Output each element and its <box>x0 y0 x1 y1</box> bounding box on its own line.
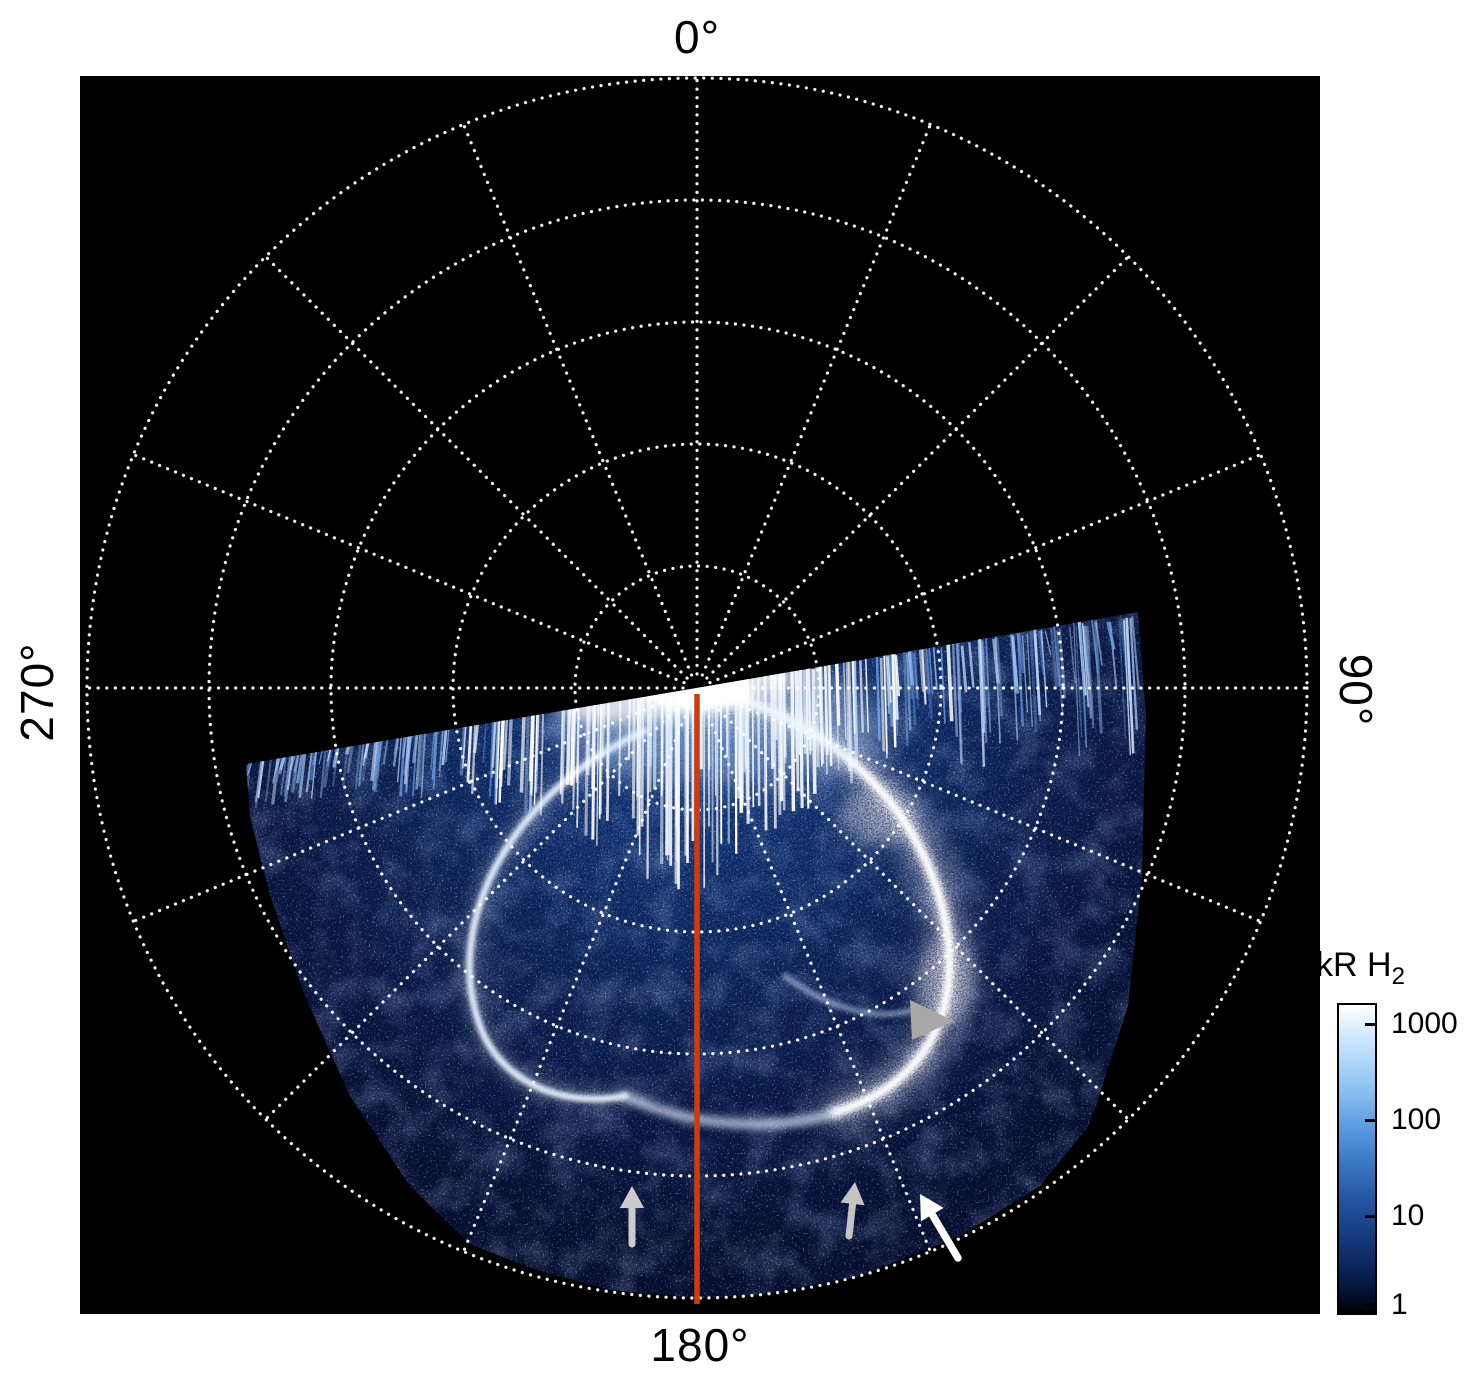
gray-arrow-left <box>619 1186 645 1248</box>
polar-plot-area <box>80 76 1320 1314</box>
colorbar-label-10: 10 <box>1391 1199 1425 1232</box>
colorbar-tick-10 <box>1365 1215 1375 1218</box>
colorbar-label-100: 100 <box>1391 1103 1442 1136</box>
polar-plot-svg <box>80 76 1320 1314</box>
angle-label-0: 0° <box>674 11 720 63</box>
colorbar-title-sub: 2 <box>1391 962 1405 990</box>
gray-triangle-pointer <box>910 1000 954 1040</box>
angle-label-270: 270° <box>11 642 63 742</box>
annotations-layer <box>619 694 962 1304</box>
colorbar-tick-100 <box>1365 1119 1375 1122</box>
colorbar-title-main: kR H <box>1316 946 1392 984</box>
colorbar-tick-1000 <box>1365 1023 1375 1026</box>
colorbar-label-1000: 1000 <box>1391 1007 1458 1040</box>
colorbar-label-1: 1 <box>1391 1288 1408 1321</box>
gray-arrow-middle <box>840 1182 865 1240</box>
colorbar: 1000 100 10 1 <box>1337 1003 1458 1321</box>
colorbar-title: kR H2 <box>1316 946 1405 991</box>
colorbar-tick-1 <box>1365 1303 1375 1306</box>
angle-label-90: 90° <box>1330 653 1382 727</box>
white-arrow <box>920 1194 962 1262</box>
angle-label-180: 180° <box>650 1319 750 1371</box>
